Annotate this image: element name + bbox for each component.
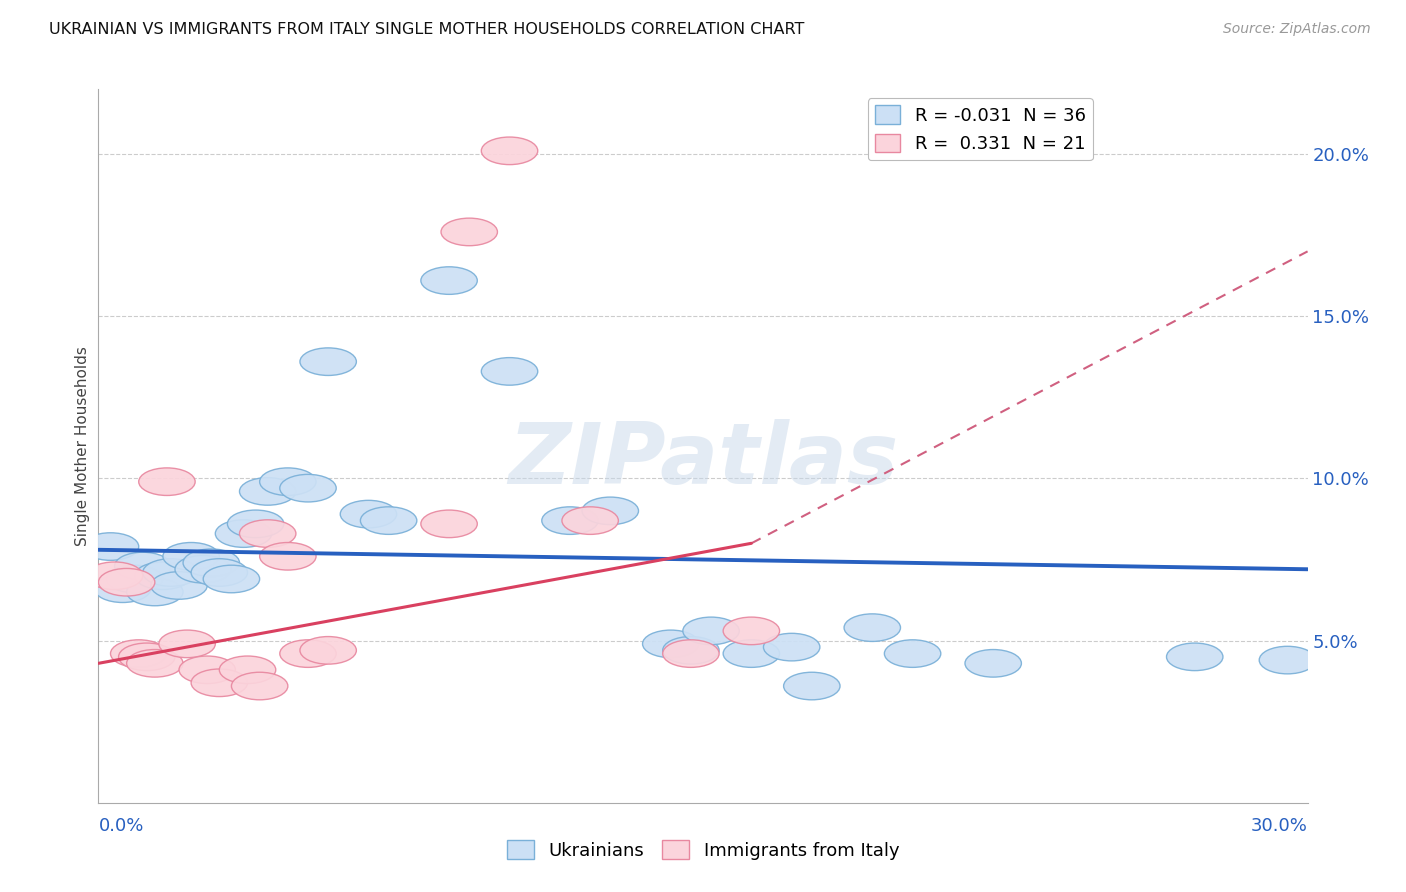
Ellipse shape	[844, 614, 900, 641]
Ellipse shape	[683, 617, 740, 645]
Ellipse shape	[360, 507, 416, 534]
Ellipse shape	[143, 558, 200, 586]
Ellipse shape	[562, 507, 619, 534]
Ellipse shape	[299, 348, 356, 376]
Ellipse shape	[783, 673, 839, 700]
Legend: R = -0.031  N = 36, R =  0.331  N = 21: R = -0.031 N = 36, R = 0.331 N = 21	[868, 98, 1092, 161]
Ellipse shape	[86, 562, 143, 590]
Ellipse shape	[232, 673, 288, 700]
Ellipse shape	[127, 578, 183, 606]
Ellipse shape	[179, 656, 235, 683]
Ellipse shape	[280, 475, 336, 502]
Ellipse shape	[135, 562, 191, 590]
Ellipse shape	[98, 568, 155, 596]
Ellipse shape	[107, 566, 163, 593]
Ellipse shape	[541, 507, 598, 534]
Ellipse shape	[204, 566, 260, 593]
Ellipse shape	[191, 669, 247, 697]
Ellipse shape	[228, 510, 284, 538]
Ellipse shape	[83, 533, 139, 560]
Text: ZIPatlas: ZIPatlas	[508, 418, 898, 502]
Ellipse shape	[965, 649, 1021, 677]
Text: Source: ZipAtlas.com: Source: ZipAtlas.com	[1223, 22, 1371, 37]
Ellipse shape	[420, 510, 477, 538]
Ellipse shape	[159, 630, 215, 657]
Ellipse shape	[340, 500, 396, 528]
Ellipse shape	[139, 468, 195, 495]
Ellipse shape	[239, 520, 295, 548]
Text: 30.0%: 30.0%	[1251, 817, 1308, 835]
Text: UKRAINIAN VS IMMIGRANTS FROM ITALY SINGLE MOTHER HOUSEHOLDS CORRELATION CHART: UKRAINIAN VS IMMIGRANTS FROM ITALY SINGL…	[49, 22, 804, 37]
Ellipse shape	[215, 520, 271, 548]
Ellipse shape	[884, 640, 941, 667]
Ellipse shape	[1260, 647, 1316, 673]
Ellipse shape	[662, 637, 718, 665]
Ellipse shape	[114, 552, 172, 580]
Ellipse shape	[643, 630, 699, 657]
Ellipse shape	[481, 358, 537, 385]
Ellipse shape	[150, 572, 207, 599]
Ellipse shape	[723, 617, 779, 645]
Ellipse shape	[127, 649, 183, 677]
Ellipse shape	[662, 640, 718, 667]
Ellipse shape	[763, 633, 820, 661]
Ellipse shape	[183, 549, 239, 576]
Ellipse shape	[582, 497, 638, 524]
Ellipse shape	[280, 640, 336, 667]
Ellipse shape	[260, 468, 316, 495]
Ellipse shape	[118, 643, 174, 671]
Ellipse shape	[481, 137, 537, 165]
Ellipse shape	[441, 219, 498, 245]
Ellipse shape	[723, 640, 779, 667]
Legend: Ukrainians, Immigrants from Italy: Ukrainians, Immigrants from Italy	[499, 833, 907, 867]
Ellipse shape	[1167, 643, 1223, 671]
Ellipse shape	[191, 558, 247, 586]
Ellipse shape	[260, 542, 316, 570]
Ellipse shape	[420, 267, 477, 294]
Text: 0.0%: 0.0%	[98, 817, 143, 835]
Ellipse shape	[163, 542, 219, 570]
Ellipse shape	[219, 656, 276, 683]
Ellipse shape	[94, 575, 150, 602]
Ellipse shape	[239, 477, 295, 505]
Y-axis label: Single Mother Households: Single Mother Households	[75, 346, 90, 546]
Ellipse shape	[174, 556, 232, 583]
Ellipse shape	[111, 640, 167, 667]
Ellipse shape	[299, 637, 356, 665]
